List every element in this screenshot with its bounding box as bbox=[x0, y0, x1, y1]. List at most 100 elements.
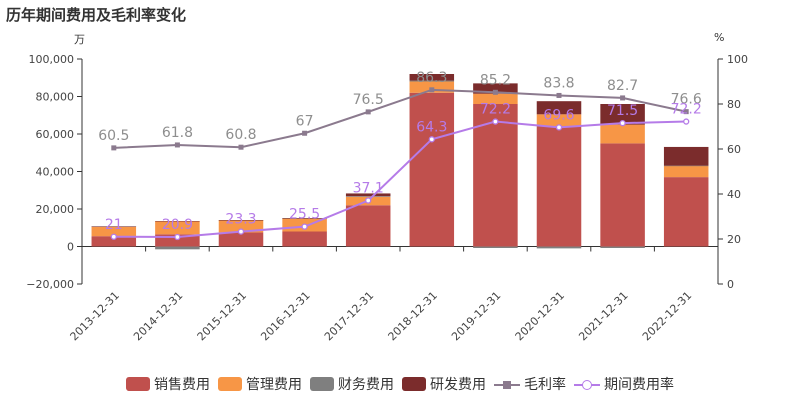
bar-研发费用 bbox=[536, 101, 582, 115]
bar-管理费用 bbox=[409, 81, 455, 93]
legend-item[interactable]: 管理费用 bbox=[218, 374, 302, 394]
x-axis-tick-label: 2015-12-31 bbox=[195, 289, 249, 343]
point-毛利率 bbox=[111, 145, 117, 151]
data-label-毛利率: 60.5 bbox=[98, 128, 129, 144]
line-期间费用率 bbox=[113, 120, 687, 238]
bar-管理费用 bbox=[91, 226, 137, 237]
data-label-期间费用率: 71.5 bbox=[607, 103, 638, 119]
x-axis-tick-label: 2022-12-31 bbox=[640, 289, 694, 343]
point-毛利率 bbox=[429, 87, 435, 93]
point-期间费用率 bbox=[110, 233, 117, 240]
data-label-期间费用率: 72.2 bbox=[671, 102, 702, 118]
right-axis-tick-label: 100 bbox=[727, 53, 748, 66]
right-axis-tick-label: 0 bbox=[727, 278, 734, 291]
bar-研发费用 bbox=[345, 193, 391, 197]
data-label-毛利率: 67 bbox=[296, 113, 314, 129]
legend-swatch bbox=[310, 377, 334, 391]
bar-销售费用 bbox=[91, 236, 137, 247]
legend-label: 管理费用 bbox=[246, 377, 302, 393]
point-期间费用率 bbox=[365, 197, 372, 204]
bar-管理费用 bbox=[600, 124, 645, 144]
point-毛利率 bbox=[556, 92, 562, 98]
point-期间费用率 bbox=[174, 233, 181, 241]
data-label-毛利率: 61.8 bbox=[162, 125, 193, 141]
legend-item[interactable]: 财务费用 bbox=[310, 374, 394, 394]
left-axis-tick-label: 80,000 bbox=[36, 91, 75, 104]
bar-销售费用 bbox=[600, 143, 645, 247]
bar-研发费用 bbox=[282, 218, 327, 219]
point-毛利率 bbox=[492, 89, 498, 95]
chart-title: 历年期间费用及毛利率变化 bbox=[6, 6, 187, 24]
bar-财务费用 bbox=[600, 246, 645, 248]
bar-管理费用 bbox=[155, 221, 200, 235]
legend: 销售费用 管理费用 财务费用 研发费用 毛利率 期间费用率 bbox=[0, 374, 800, 394]
x-axis-tick-label: 2020-12-31 bbox=[513, 289, 567, 343]
data-label-毛利率: 76.6 bbox=[671, 92, 702, 108]
bar-财务费用 bbox=[409, 80, 455, 82]
bar-研发费用 bbox=[663, 146, 709, 166]
x-axis-tick-label: 2019-12-31 bbox=[449, 289, 503, 343]
point-期间费用率 bbox=[428, 136, 435, 143]
x-axis-tick-label: 2018-12-31 bbox=[386, 289, 440, 343]
bar-销售费用 bbox=[473, 104, 518, 247]
bar-销售费用 bbox=[536, 126, 582, 247]
point-期间费用率 bbox=[619, 119, 626, 127]
bar-销售费用 bbox=[345, 205, 391, 247]
left-axis-tick-label: 60,000 bbox=[36, 128, 75, 141]
bar-研发费用 bbox=[218, 220, 264, 221]
bar-管理费用 bbox=[473, 93, 518, 104]
x-axis-tick-label: 2013-12-31 bbox=[68, 289, 122, 343]
left-axis-tick-label: 20,000 bbox=[36, 203, 75, 216]
legend-item[interactable]: 毛利率 bbox=[494, 374, 566, 394]
data-label-期间费用率: 69.6 bbox=[543, 107, 574, 123]
bar-销售费用 bbox=[409, 92, 455, 247]
legend-label: 财务费用 bbox=[338, 377, 394, 393]
bar-研发费用 bbox=[409, 74, 455, 81]
legend-label: 毛利率 bbox=[524, 377, 566, 393]
data-label-期间费用率: 25.5 bbox=[289, 207, 320, 223]
data-label-期间费用率: 64.3 bbox=[416, 119, 447, 135]
legend-label: 期间费用率 bbox=[604, 377, 674, 393]
point-期间费用率 bbox=[237, 228, 245, 235]
bar-财务费用 bbox=[663, 165, 709, 167]
bar-研发费用 bbox=[600, 104, 645, 125]
bar-财务费用 bbox=[536, 246, 582, 249]
bar-管理费用 bbox=[663, 165, 709, 178]
left-axis-tick-label: 40,000 bbox=[36, 166, 75, 179]
right-axis-unit: % bbox=[714, 31, 725, 44]
legend-label: 研发费用 bbox=[430, 377, 486, 393]
data-label-毛利率: 60.8 bbox=[225, 127, 256, 143]
data-label-毛利率: 86.3 bbox=[416, 70, 447, 86]
right-axis-tick-label: 40 bbox=[727, 188, 741, 201]
left-axis-tick-label: −20,000 bbox=[26, 278, 74, 291]
left-axis-tick-label: 100,000 bbox=[29, 53, 75, 66]
bar-管理费用 bbox=[536, 114, 582, 127]
point-毛利率 bbox=[174, 142, 180, 148]
x-axis-tick-label: 2016-12-31 bbox=[258, 289, 312, 343]
right-axis-tick-label: 20 bbox=[727, 233, 741, 246]
point-毛利率 bbox=[238, 144, 244, 150]
bar-财务费用 bbox=[155, 246, 200, 250]
left-axis-tick-label: 0 bbox=[67, 241, 74, 254]
legend-line-swatch bbox=[494, 377, 520, 391]
bar-研发费用 bbox=[473, 83, 518, 94]
point-毛利率 bbox=[620, 95, 626, 101]
point-期间费用率 bbox=[555, 124, 563, 131]
data-label-期间费用率: 72.2 bbox=[480, 102, 511, 118]
bar-研发费用 bbox=[155, 221, 200, 222]
data-label-期间费用率: 23.3 bbox=[225, 212, 256, 228]
data-label-毛利率: 83.8 bbox=[543, 75, 574, 91]
legend-item[interactable]: 期间费用率 bbox=[574, 374, 674, 394]
legend-item[interactable]: 研发费用 bbox=[402, 374, 486, 394]
data-label-毛利率: 76.5 bbox=[353, 92, 384, 108]
point-期间费用率 bbox=[683, 118, 690, 125]
left-axis-unit: 万 bbox=[74, 33, 85, 46]
data-label-毛利率: 85.2 bbox=[480, 72, 511, 88]
legend-swatch bbox=[126, 377, 150, 391]
bar-财务费用 bbox=[345, 196, 391, 197]
legend-item[interactable]: 销售费用 bbox=[126, 374, 210, 394]
point-期间费用率 bbox=[492, 118, 499, 125]
bar-销售费用 bbox=[282, 231, 327, 247]
bar-销售费用 bbox=[218, 232, 264, 247]
point-毛利率 bbox=[365, 109, 371, 115]
